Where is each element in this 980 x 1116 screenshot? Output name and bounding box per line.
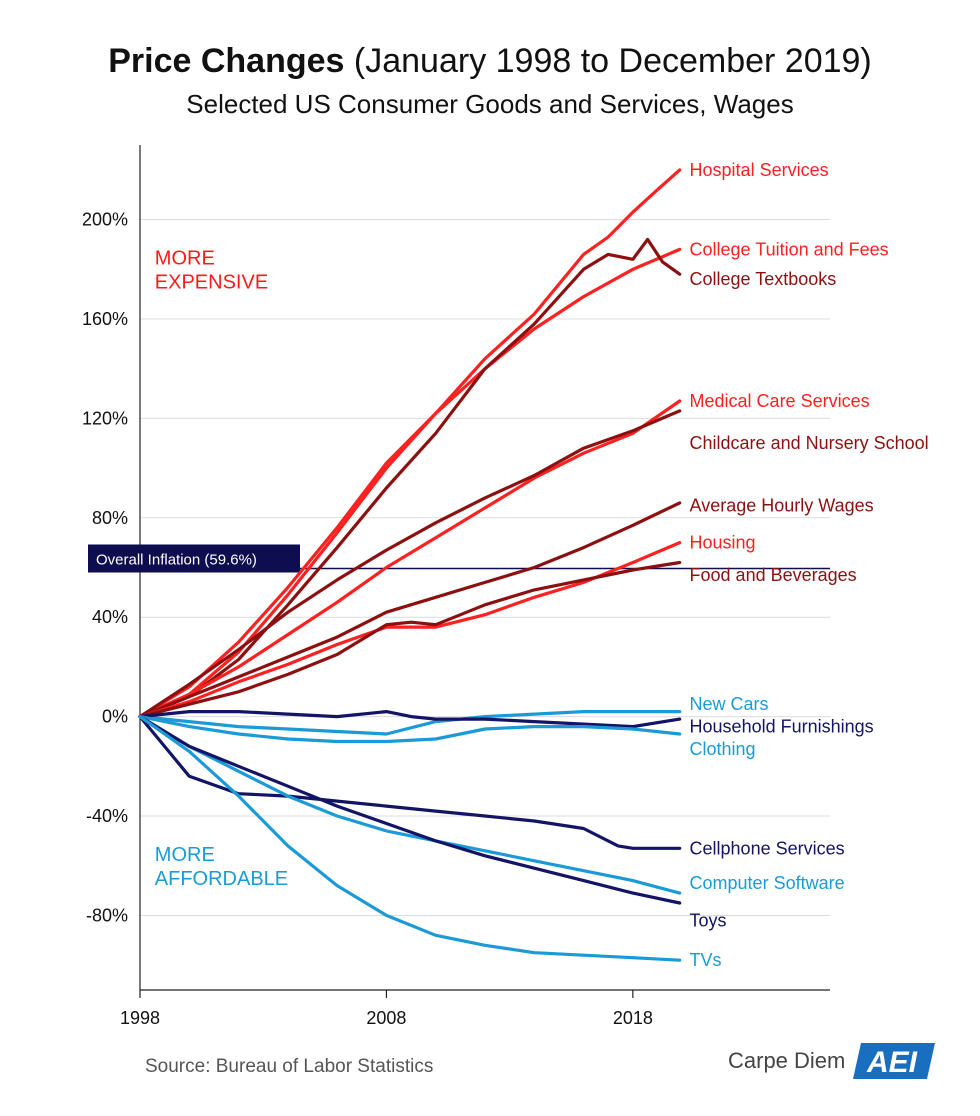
series-line: [138, 710, 682, 729]
aei-logo: AEI: [853, 1043, 936, 1079]
chart-title-rest: (January 1998 to December 2019): [353, 42, 872, 80]
series-label: Food and Beverages: [690, 565, 857, 585]
series-label: Clothing: [690, 739, 756, 759]
series-line: [138, 247, 682, 719]
y-tick-label: -80%: [86, 905, 128, 925]
region-annotation-line: AFFORDABLE: [155, 868, 288, 890]
x-tick-label: 2018: [613, 1008, 653, 1028]
x-tick-label: 2008: [366, 1008, 406, 1028]
series-label: College Tuition and Fees: [690, 239, 889, 259]
chart-title-bold: Price Changes: [108, 42, 345, 80]
series-line: [138, 715, 682, 895]
chart-title: Price Changes (January 1998 to December …: [0, 40, 980, 82]
series-label: Cellphone Services: [690, 838, 845, 858]
series-label: Childcare and Nursery School: [690, 433, 929, 453]
region-annotation-line: MORE: [155, 844, 215, 866]
series-label: Household Furnishings: [690, 717, 874, 737]
series-line: [138, 541, 682, 719]
inflation-label: Overall Inflation (59.6%): [96, 551, 257, 568]
series-label: Computer Software: [690, 873, 845, 893]
region-annotation: MORE EXPENSIVE: [155, 247, 268, 293]
chart-title-block: Price Changes (January 1998 to December …: [0, 40, 980, 122]
y-tick-label: 40%: [92, 607, 128, 627]
series-line: [138, 237, 682, 719]
series-line: [138, 715, 682, 850]
region-annotation: MORE AFFORDABLE: [155, 844, 288, 890]
y-tick-label: 200%: [82, 210, 128, 230]
brand-block: Carpe Diem AEI: [728, 1043, 936, 1079]
series-label: Housing: [690, 533, 756, 553]
series-label: New Cars: [690, 694, 769, 714]
brand-name: Carpe Diem: [728, 1048, 846, 1073]
y-tick-label: 120%: [82, 408, 128, 428]
chart-subtitle: Selected US Consumer Goods and Services,…: [186, 89, 794, 119]
y-tick-label: -40%: [86, 806, 128, 826]
series-line: [138, 168, 682, 719]
series-line: [138, 710, 682, 736]
series-line: [138, 560, 682, 719]
series-label: College Textbooks: [690, 269, 837, 289]
source-note: Source: Bureau of Labor Statistics: [145, 1056, 434, 1077]
series-line: [138, 501, 682, 719]
series-line: [138, 399, 682, 719]
x-tick-label: 1998: [120, 1008, 160, 1028]
series-label: Medical Care Services: [690, 391, 870, 411]
series-line: [138, 409, 682, 719]
series-label: Toys: [690, 910, 727, 930]
region-annotation-line: MORE: [155, 247, 215, 269]
y-tick-label: 160%: [82, 309, 128, 329]
series-line: [138, 715, 682, 905]
series-label: TVs: [690, 950, 722, 970]
series-line: [138, 715, 682, 744]
series-label: Hospital Services: [690, 160, 829, 180]
series-label: Average Hourly Wages: [690, 495, 874, 515]
inflation-label-box: [88, 544, 300, 573]
series-line: [138, 715, 682, 962]
y-tick-label: 80%: [92, 508, 128, 528]
aei-logo-text: AEI: [866, 1046, 918, 1079]
inflation-label-group: Overall Inflation (59.6%): [88, 544, 300, 573]
region-annotation-line: EXPENSIVE: [155, 271, 268, 293]
y-tick-label: 0%: [102, 707, 128, 727]
